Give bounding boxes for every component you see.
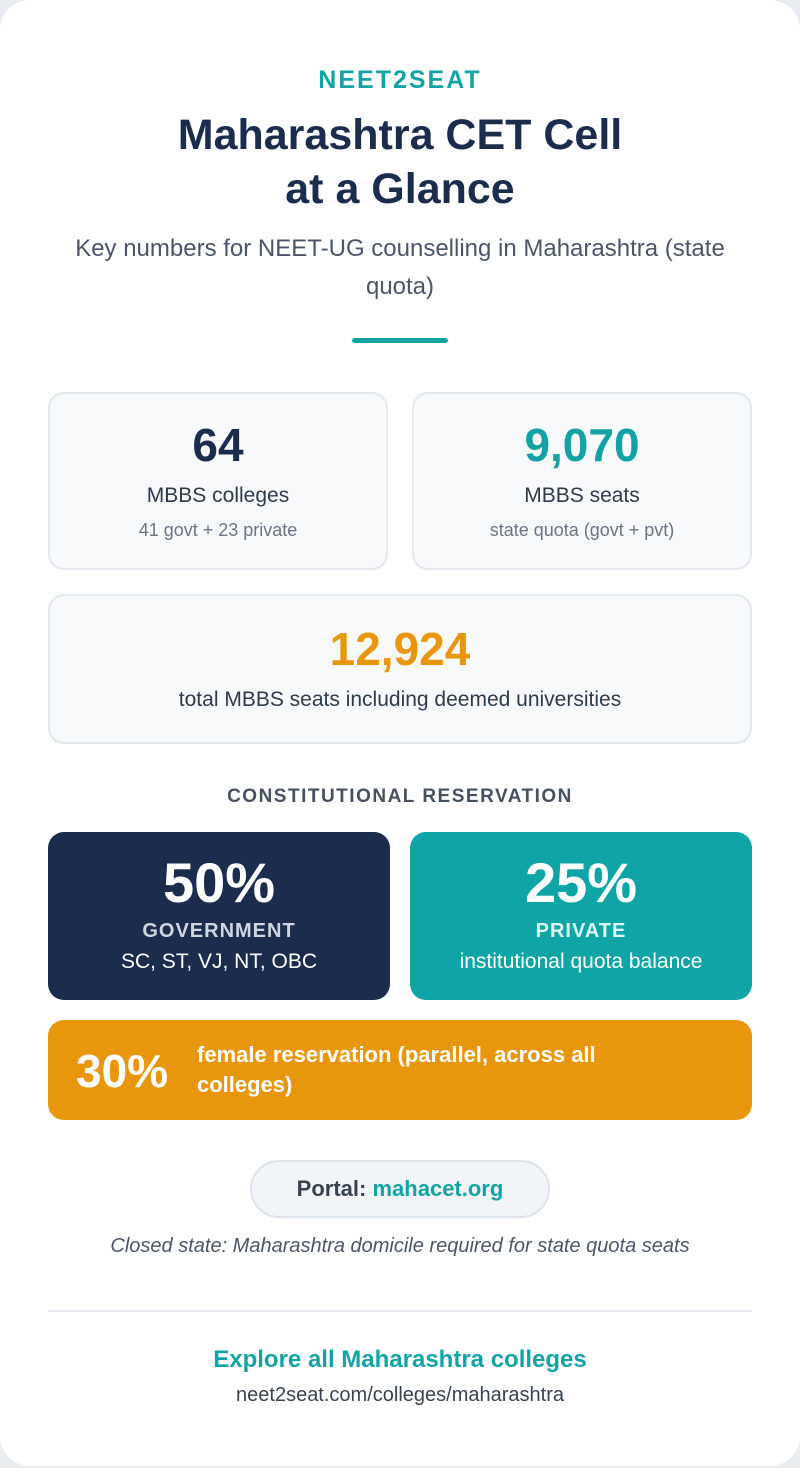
stat-card-seats: 9,070 MBBS seats state quota (govt + pvt…: [412, 392, 752, 570]
accent-divider: [352, 338, 448, 343]
female-text: female reservation (parallel, across all…: [197, 1042, 596, 1097]
stat-card-total: 12,924 total MBBS seats including deemed…: [48, 594, 752, 744]
private-pct: 25%: [524, 851, 638, 914]
stat-colleges-sub: 41 govt + 23 private: [138, 520, 298, 540]
private-detail: institutional quota balance: [459, 950, 703, 973]
footer-divider: [48, 1310, 752, 1312]
page-title: Maharashtra CET Cell at a Glance: [0, 108, 800, 216]
reservation-card-government: 50% GOVERNMENT SC, ST, VJ, NT, OBC: [48, 832, 390, 1000]
government-pct: 50%: [162, 851, 276, 914]
female-pct: 30%: [76, 1045, 169, 1097]
reservation-card-private: 25% PRIVATE institutional quota balance: [410, 832, 752, 1000]
brand-name: NEET2SEAT: [318, 66, 482, 94]
stat-seats-label: MBBS seats: [524, 484, 640, 507]
portal-pill: Portal: mahacet.org: [250, 1160, 550, 1218]
title-line-1: Maharashtra CET Cell: [177, 111, 623, 159]
stat-seats-value: 9,070: [524, 419, 640, 471]
private-category: PRIVATE: [535, 920, 627, 942]
stat-seats-sub: state quota (govt + pvt): [489, 520, 675, 540]
explore-link[interactable]: Explore all Maharashtra colleges: [213, 1346, 587, 1373]
stat-card-colleges: 64 MBBS colleges 41 govt + 23 private: [48, 392, 388, 570]
domicile-note: Closed state: Maharashtra domicile requi…: [110, 1235, 690, 1257]
government-detail: SC, ST, VJ, NT, OBC: [120, 950, 318, 973]
explore-url[interactable]: neet2seat.com/colleges/maharashtra: [236, 1384, 564, 1406]
portal-label: Portal:: [296, 1176, 367, 1201]
title-line-2: at a Glance: [285, 165, 515, 213]
stat-total-value: 12,924: [329, 623, 471, 675]
page-subtitle: Key numbers for NEET-UG counselling in M…: [75, 235, 725, 300]
reservation-heading: CONSTITUTIONAL RESERVATION: [227, 786, 573, 807]
stat-colleges-value: 64: [192, 419, 244, 471]
portal-link[interactable]: mahacet.org: [372, 1176, 504, 1201]
government-category: GOVERNMENT: [142, 920, 296, 942]
stat-total-label: total MBBS seats including deemed univer…: [178, 688, 622, 711]
stat-colleges-label: MBBS colleges: [146, 484, 290, 507]
female-reservation-banner: 30% female reservation (parallel, across…: [48, 1020, 752, 1120]
